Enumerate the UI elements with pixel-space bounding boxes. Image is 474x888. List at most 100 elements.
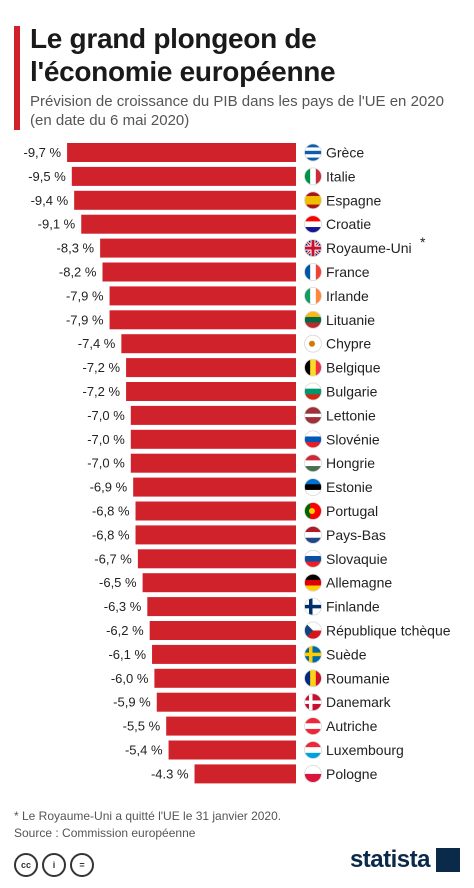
chart-row: -6,2 % République tchèque	[106, 621, 451, 640]
uk-flag-icon	[304, 239, 322, 257]
data-label: -7,2 %	[83, 384, 121, 399]
netherlands-flag-icon	[304, 525, 322, 544]
bar	[152, 644, 296, 664]
lithuania-flag-icon	[304, 310, 322, 329]
category-label: Irlande	[326, 288, 369, 304]
chart-row: -8,2 % France	[59, 262, 370, 282]
category-label: Royaume-Uni	[326, 240, 412, 256]
bar	[109, 310, 296, 330]
data-label: -5,9 %	[113, 695, 151, 710]
category-label: Lettonie	[326, 407, 376, 423]
bar	[100, 238, 297, 258]
chart-row: -6,3 % Finlande	[104, 597, 380, 617]
category-label: Chypre	[326, 336, 371, 352]
data-label: -6,8 %	[92, 527, 130, 542]
bar	[142, 573, 296, 593]
chart-row: -7,0 % Slovénie	[87, 429, 380, 449]
czech-flag-icon	[304, 621, 322, 640]
data-label: -7,0 %	[87, 432, 125, 447]
chart-row: -5,4 % Luxembourg	[125, 740, 404, 760]
category-label: France	[326, 264, 370, 280]
chart-row: -5,9 % Danemark	[113, 692, 392, 712]
category-label: Grèce	[326, 145, 364, 161]
poland-flag-icon	[304, 765, 322, 783]
data-label: -6,9 %	[90, 480, 128, 495]
chart-row: -7,0 % Hongrie	[87, 453, 375, 473]
slovenia-flag-icon	[304, 430, 322, 449]
data-label: -9,4 %	[31, 193, 69, 208]
category-label: Hongrie	[326, 455, 375, 471]
bar-chart: -9,7 % Grèce -9,5 % Italie -9,4 % Espagne -9,1…	[24, 143, 451, 784]
bar	[166, 716, 296, 736]
data-label: -4.3 %	[151, 766, 189, 781]
data-label: -6,5 %	[99, 575, 137, 590]
chart-row: -7,2 % Bulgarie	[83, 382, 378, 401]
statista-logo: statista	[349, 846, 431, 873]
chart-row: -6,8 % Pays-Bas	[92, 525, 386, 545]
data-label: -7,0 %	[87, 456, 125, 471]
category-label: Allemagne	[326, 575, 392, 591]
category-label: Portugal	[326, 503, 378, 519]
data-label: -7,9 %	[66, 312, 104, 327]
footnote: * Le Royaume-Uni a quitté l'UE le 31 jan…	[14, 808, 281, 842]
hungary-flag-icon	[304, 454, 322, 473]
category-label: Roumanie	[326, 670, 390, 686]
spain-flag-icon	[304, 191, 322, 210]
category-label: Luxembourg	[326, 742, 404, 758]
bar	[154, 668, 296, 688]
chart-row: -6,1 % Suède	[108, 644, 367, 664]
ireland-flag-icon	[304, 286, 322, 305]
data-label: -6,3 %	[104, 599, 142, 614]
slovakia-flag-icon	[304, 549, 322, 568]
bar	[168, 740, 296, 760]
bar	[130, 405, 296, 425]
category-label: Croatie	[326, 216, 371, 232]
equals-icon: =	[70, 853, 94, 877]
data-label: -9,7 %	[24, 145, 62, 160]
bar	[71, 166, 296, 186]
bar	[102, 262, 296, 282]
luxembourg-flag-icon	[304, 741, 322, 759]
category-label: Slovénie	[326, 431, 380, 447]
footnote-mark: *	[420, 234, 426, 250]
bar	[194, 764, 296, 784]
source-text: Source : Commission européenne	[14, 826, 196, 840]
bar	[126, 382, 296, 401]
chart-subtitle: Prévision de croissance du PIB dans les …	[30, 93, 444, 129]
category-label: Autriche	[326, 718, 378, 734]
chart-row: -6,7 % Slovaquie	[94, 549, 388, 569]
chart-row: -4.3 % Pologne	[151, 764, 378, 784]
chart-row: -9,1 % Croatie	[38, 214, 371, 234]
chart-row: -6,0 % Roumanie	[111, 668, 390, 688]
data-label: -5,5 %	[123, 719, 161, 734]
data-label: -6,8 %	[92, 504, 130, 519]
bar	[135, 501, 296, 521]
data-label: -6,1 %	[108, 647, 146, 662]
romania-flag-icon	[304, 669, 322, 688]
bar	[149, 621, 296, 640]
chart-row: -9,7 % Grèce	[24, 143, 364, 162]
by-icon: i	[42, 853, 66, 877]
category-label: République tchèque	[326, 623, 451, 639]
category-label: Danemark	[326, 694, 392, 710]
category-label: Estonie	[326, 479, 373, 495]
bar	[74, 190, 296, 210]
data-label: -9,5 %	[28, 169, 66, 184]
data-label: -6,2 %	[106, 623, 144, 638]
bar	[81, 214, 297, 234]
category-label: Italie	[326, 168, 356, 184]
cyprus-flag-icon	[304, 334, 322, 353]
data-label: -9,1 %	[38, 217, 76, 232]
category-label: Bulgarie	[326, 384, 378, 400]
chart-row: -9,4 % Espagne	[31, 190, 381, 210]
chart-row: -7,0 % Lettonie	[87, 405, 376, 425]
category-label: Espagne	[326, 192, 381, 208]
chart-row: -7,4 % Chypre	[78, 334, 371, 354]
bar	[147, 597, 296, 617]
croatia-flag-icon	[304, 215, 322, 234]
denmark-flag-icon	[304, 693, 322, 712]
chart-row: -9,5 % Italie	[28, 166, 356, 186]
category-label: Belgique	[326, 360, 381, 376]
chart-title: Le grand plongeon de l'économie européen…	[30, 23, 336, 87]
data-label: -8,3 %	[57, 241, 95, 256]
